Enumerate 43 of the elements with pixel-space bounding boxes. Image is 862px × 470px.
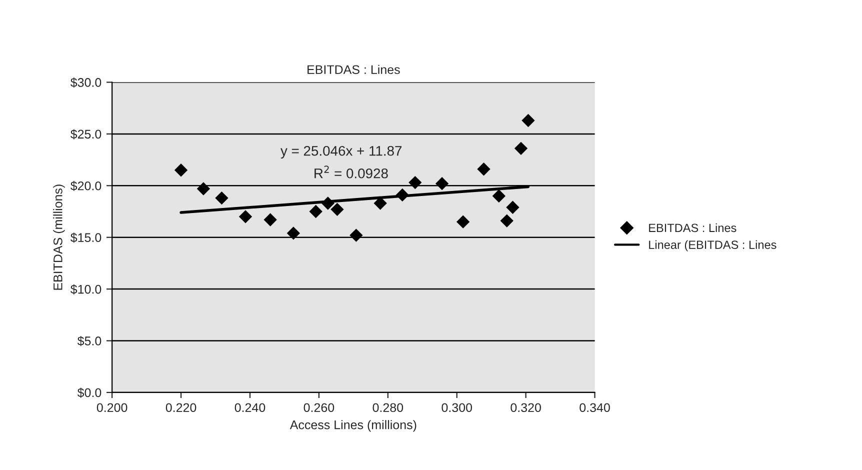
point <box>309 204 322 218</box>
y-tick-label: $30.0 <box>70 78 102 88</box>
y-tick-label: $20.0 <box>70 180 102 192</box>
point <box>408 176 422 190</box>
point <box>264 213 277 226</box>
y-tick-label: $15.0 <box>70 232 102 243</box>
annotation: y = 25.046x + 11.87 <box>280 146 402 159</box>
point <box>477 162 490 176</box>
point <box>506 200 520 214</box>
point <box>492 189 506 203</box>
point <box>350 228 363 242</box>
y-tick-label: $25.0 <box>70 129 102 140</box>
x-tick-label: 0.320 <box>510 403 541 412</box>
point <box>286 226 300 240</box>
annotation: R$^{2}$ = 0.0928 <box>314 166 388 178</box>
x-tick-label: 0.240 <box>234 403 266 412</box>
y-tick-label: $10.0 <box>70 284 102 294</box>
x-tick-label: 0.200 <box>96 403 128 412</box>
point <box>215 191 228 205</box>
legend-label: Linear (EBITDAS : Lines <box>649 240 776 252</box>
point <box>196 182 210 196</box>
point <box>500 214 514 228</box>
point <box>321 196 334 210</box>
x-tick-label: 0.260 <box>304 403 334 412</box>
x-tick-label: 0.220 <box>166 403 196 412</box>
point <box>174 164 188 177</box>
x-tick-label: 0.340 <box>580 403 610 412</box>
point <box>514 142 528 156</box>
x-tick-label: 0.300 <box>442 403 472 412</box>
y-axis-title: EBITDAS (millions) <box>53 184 65 290</box>
x-tick-label: 0.280 <box>372 403 404 412</box>
chart-title: EBITDAS : Lines <box>308 64 400 74</box>
x-axis-title: Access Lines (millions) <box>290 420 416 432</box>
point <box>374 196 387 210</box>
y-tick-label: $5.0 <box>77 336 102 346</box>
point <box>456 215 470 228</box>
point <box>522 114 535 128</box>
point <box>330 202 344 216</box>
point <box>238 210 252 224</box>
point <box>396 188 409 202</box>
point <box>435 176 449 190</box>
y-tick-label: $0.0 <box>77 388 102 398</box>
legend-label: EBITDAS : Lines <box>649 223 736 232</box>
